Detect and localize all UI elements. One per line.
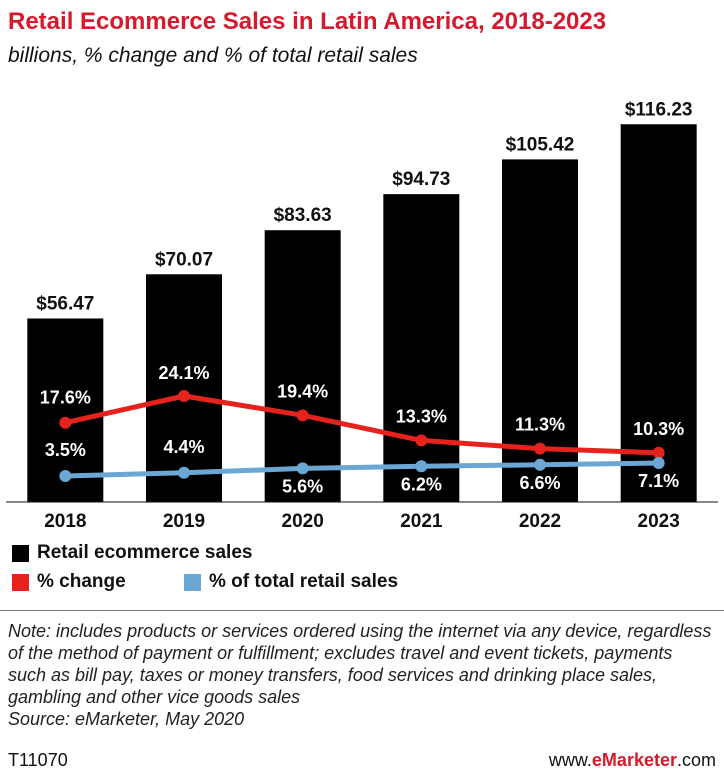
legend-label-change: % change	[37, 571, 126, 592]
share-label-2019: 4.4%	[163, 437, 204, 457]
x-tick-label-2020: 2020	[282, 511, 324, 532]
legend-swatch-share	[184, 573, 201, 591]
website-suffix: .com	[676, 750, 716, 770]
share-label-2022: 6.6%	[519, 473, 560, 493]
chart-note: Note: includes products or services orde…	[8, 620, 714, 730]
share-line	[62, 460, 662, 479]
chart-svg: $56.47 2018 $70.07 2019 $83.63 2020 $94.73 2021…	[6, 99, 718, 532]
bar-value-label-2022: $105.42	[506, 134, 575, 155]
bar-2021	[383, 194, 460, 502]
change-label-2021: 13.3%	[396, 406, 447, 426]
change-label-2022: 11.3%	[515, 415, 565, 435]
legend-swatch-sales	[12, 544, 29, 562]
bar-value-label-2021: $94.73	[392, 169, 450, 190]
website-link[interactable]: www.eMarketer.com	[549, 750, 716, 771]
note-text: Note: includes products or services orde…	[8, 621, 712, 707]
share-point-2018	[59, 470, 72, 482]
share-label-2020: 5.6%	[282, 476, 323, 496]
website-brand: eMarketer	[591, 750, 677, 770]
bar-2019	[146, 274, 222, 502]
note-divider	[0, 610, 724, 611]
bar-value-label-2023: $116.23	[625, 99, 693, 120]
chart-code: T11070	[8, 750, 68, 770]
change-line	[62, 393, 662, 456]
legend-item-share: % of total retail sales	[184, 571, 398, 593]
change-label-2020: 19.4%	[277, 381, 328, 401]
x-tick-label-2019: 2019	[163, 511, 205, 532]
bar-value-label-2020: $83.63	[274, 205, 332, 226]
share-point-2022	[534, 458, 546, 471]
share-point-2020	[296, 462, 309, 475]
source-text: Source: eMarketer, May 2020	[8, 709, 245, 729]
bar-2020	[264, 230, 341, 502]
share-point-2021	[415, 460, 428, 473]
change-label-2019: 24.1%	[158, 363, 209, 383]
chart-subtitle: billions, % change and % of total retail…	[8, 44, 418, 67]
legend-swatch-change	[12, 573, 29, 591]
chart-title: Retail Ecommerce Sales in Latin America,…	[8, 8, 607, 35]
x-tick-label-2018: 2018	[44, 511, 86, 532]
share-label-2018: 3.5%	[45, 440, 86, 460]
bar-value-label-2018: $56.47	[36, 293, 94, 314]
x-tick-label-2022: 2022	[519, 511, 561, 532]
change-point-2021	[415, 434, 428, 447]
change-point-2023	[652, 446, 665, 459]
change-label-2023: 10.3%	[633, 419, 684, 439]
bar-value-label-2019: $70.07	[155, 249, 213, 270]
legend-item-change: % change	[12, 571, 126, 593]
x-tick-label-2023: 2023	[638, 511, 680, 532]
change-point-2018	[59, 416, 72, 429]
legend: Retail ecommerce sales % change % of tot…	[12, 540, 712, 602]
share-point-2023	[652, 457, 665, 469]
share-label-2023: 7.1%	[638, 471, 679, 491]
change-label-2018: 17.6%	[40, 388, 91, 408]
chart-area: $56.47 2018 $70.07 2019 $83.63 2020 $94.73 2021…	[0, 72, 724, 540]
change-point-2022	[534, 442, 546, 455]
change-point-2019	[178, 390, 190, 402]
share-label-2021: 6.2%	[401, 474, 442, 494]
legend-label-share: % of total retail sales	[209, 571, 399, 592]
share-point-2019	[178, 466, 190, 479]
legend-item-sales: Retail ecommerce sales	[12, 542, 252, 564]
bar-2023	[620, 124, 697, 502]
x-tick-label-2021: 2021	[400, 511, 443, 532]
legend-label-sales: Retail ecommerce sales	[37, 542, 253, 563]
website-prefix: www.	[548, 750, 592, 770]
change-point-2020	[296, 409, 309, 422]
